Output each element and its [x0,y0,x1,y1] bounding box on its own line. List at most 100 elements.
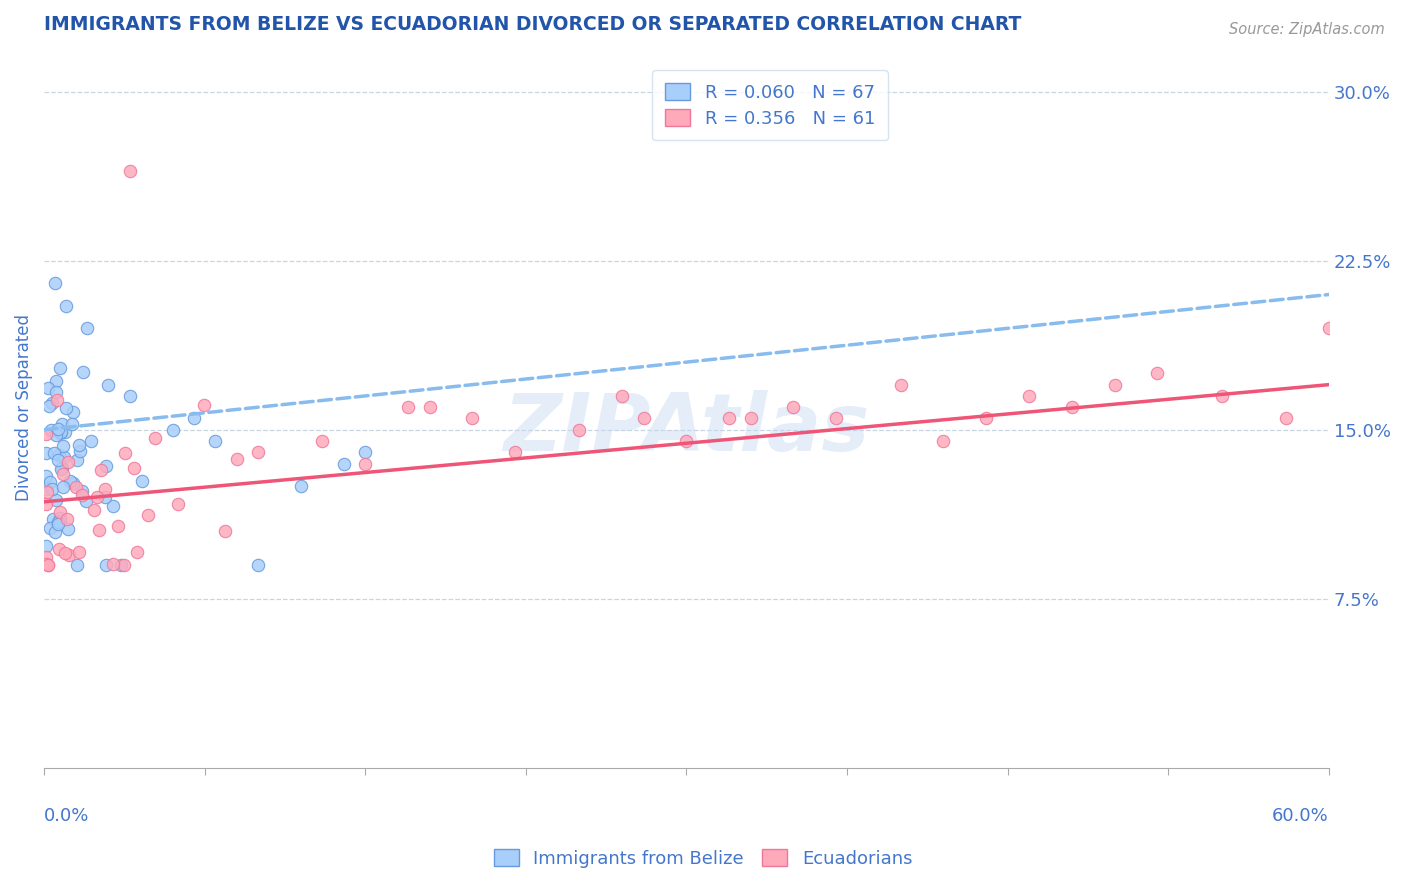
Point [53,546,76,560]
Point [62,476,84,491]
Point [52,439,75,453]
Point [1104,377,1126,392]
Point [37,484,59,499]
Point [37,558,59,572]
Point [44,525,66,540]
Point [247,558,270,572]
Point [740,411,762,425]
Point [633,411,655,425]
Point [204,434,226,448]
Point [131,474,153,488]
Point [55,401,77,416]
Point [35,549,58,564]
Point [354,445,377,459]
Point [136,508,159,522]
Point [45,428,67,442]
Point [1317,321,1340,335]
Point [418,400,440,414]
Point [568,423,591,437]
Point [112,558,135,572]
Point [67,438,90,452]
Point [107,519,129,533]
Point [110,558,132,572]
Y-axis label: Divorced or Separated: Divorced or Separated [15,314,32,500]
Point [1060,400,1083,414]
Point [166,497,188,511]
Point [48,542,70,557]
Point [932,434,955,448]
Point [35,557,58,571]
Point [37,380,59,394]
Point [41,396,63,410]
Point [290,479,312,493]
Point [718,411,741,425]
Point [45,493,67,508]
Point [76,321,98,335]
Point [118,389,141,403]
Point [48,514,70,528]
Point [67,544,90,558]
Point [56,511,79,525]
Point [247,445,270,459]
Point [890,377,912,392]
Point [49,505,72,519]
Point [94,490,117,504]
Point [46,393,69,408]
Legend: Immigrants from Belize, Ecuadorians: Immigrants from Belize, Ecuadorians [482,838,924,879]
Point [51,425,73,440]
Point [48,515,70,529]
Text: IMMIGRANTS FROM BELIZE VS ECUADORIAN DIVORCED OR SEPARATED CORRELATION CHART: IMMIGRANTS FROM BELIZE VS ECUADORIAN DIV… [44,15,1022,34]
Point [80,434,103,448]
Point [51,417,73,431]
Point [75,494,97,508]
Text: Source: ZipAtlas.com: Source: ZipAtlas.com [1229,22,1385,37]
Point [58,548,80,562]
Point [97,377,120,392]
Point [35,469,58,483]
Text: 0.0%: 0.0% [44,807,90,825]
Point [65,480,87,494]
Point [72,365,94,379]
Point [101,558,124,572]
Point [35,426,58,441]
Point [60,417,83,431]
Point [101,499,124,513]
Point [974,411,997,425]
Point [45,374,67,388]
Point [90,462,112,476]
Point [39,423,62,437]
Point [94,558,117,572]
Point [83,503,105,517]
Point [461,411,484,425]
Point [41,482,63,496]
Point [66,453,89,467]
Point [114,446,136,460]
Point [1018,389,1040,403]
Point [503,445,526,459]
Point [143,432,166,446]
Point [225,452,247,467]
Point [69,444,91,458]
Point [42,446,65,460]
Point [118,163,141,178]
Point [62,405,84,419]
Point [38,399,60,413]
Point [66,558,89,572]
Point [162,423,184,437]
Point [59,474,82,488]
Point [1275,411,1298,425]
Point [51,461,73,475]
Legend: R = 0.060   N = 67, R = 0.356   N = 61: R = 0.060 N = 67, R = 0.356 N = 61 [652,70,887,140]
Point [45,385,67,400]
Point [52,479,75,493]
Point [42,512,65,526]
Point [49,462,72,476]
Point [675,434,697,448]
Point [46,453,69,467]
Text: ZIPAtlas: ZIPAtlas [503,390,869,467]
Point [48,448,70,462]
Point [396,400,419,414]
Point [44,277,66,291]
Point [53,450,76,464]
Point [87,524,110,538]
